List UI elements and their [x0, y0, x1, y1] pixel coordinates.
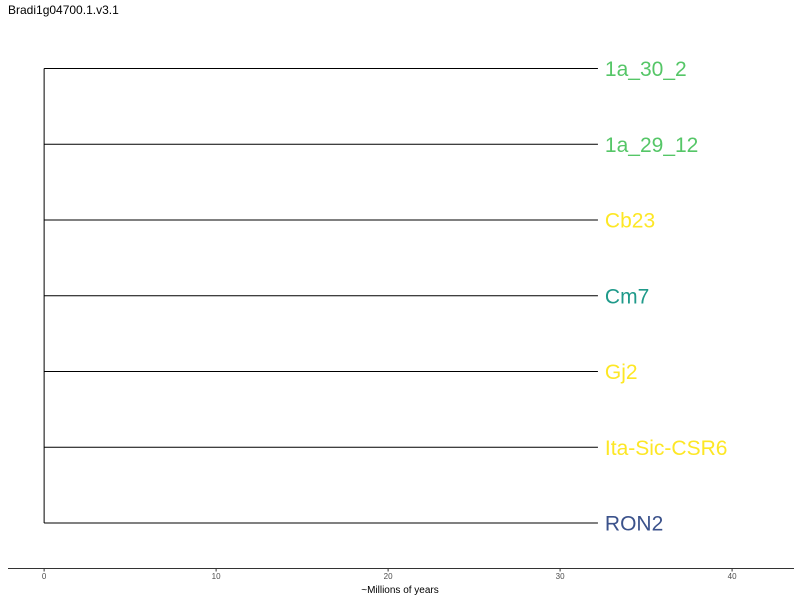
- leaf-label: 1a_30_2: [605, 58, 687, 81]
- leaf-label: Gj2: [605, 361, 638, 384]
- x-tick-label: 20: [384, 572, 393, 581]
- figure-title: Bradi1g04700.1.v3.1: [8, 3, 119, 17]
- x-axis-label: ~Millions of years: [361, 585, 439, 596]
- x-tick-label: 0: [42, 572, 47, 581]
- leaf-label: Cb23: [605, 210, 655, 233]
- x-tick-label: 30: [556, 572, 565, 581]
- leaf-labels: 1a_30_2 1a_29_12 Cb23 Cm7 Gj2 Ita-Sic-CSR6 RON…: [605, 58, 728, 536]
- leaf-label: 1a_29_12: [605, 134, 698, 157]
- leaf-label: Ita-Sic-CSR6: [605, 437, 728, 460]
- leaf-label: Cm7: [605, 285, 649, 308]
- x-tick-label: 10: [212, 572, 221, 581]
- x-tick-label: 40: [728, 572, 737, 581]
- x-axis-ticks: 0 10 20 30 40: [42, 568, 737, 581]
- leaf-label: RON2: [605, 513, 663, 536]
- tree-branches: [43, 68, 598, 524]
